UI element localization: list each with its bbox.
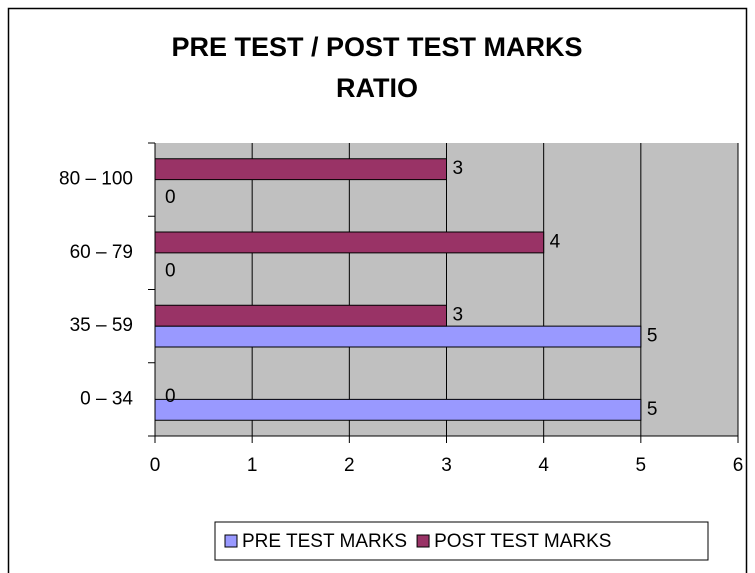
- data-label: 3: [453, 158, 464, 179]
- bar: [154, 325, 642, 348]
- bar: [154, 304, 447, 327]
- chart-border: [7, 7, 748, 573]
- data-label: 5: [647, 326, 658, 347]
- data-label: 4: [550, 231, 561, 252]
- chart-title: PRE TEST / POST TEST MARKS RATIO: [171, 32, 583, 103]
- legend-label: PRE TEST MARKS: [242, 531, 407, 552]
- y-tick-label: 80 – 100: [59, 169, 133, 190]
- y-tick-label: 0 – 34: [80, 388, 133, 409]
- x-tick-label: 2: [344, 455, 355, 476]
- legend-swatch: [224, 534, 238, 548]
- data-label: 0: [165, 386, 176, 407]
- x-tick-label: 5: [636, 455, 647, 476]
- data-label: 0: [165, 260, 176, 281]
- x-tick-label: 4: [538, 455, 549, 476]
- x-tick-label: 6: [733, 455, 744, 476]
- bar: [154, 398, 642, 421]
- data-label: 3: [453, 305, 464, 326]
- x-tick-label: 0: [150, 455, 161, 476]
- y-tick-label: 35 – 59: [70, 315, 133, 336]
- data-label: 0: [165, 187, 176, 208]
- y-tick-label: 60 – 79: [70, 242, 133, 263]
- bar: [154, 158, 447, 181]
- bar: [154, 231, 545, 254]
- legend-label: POST TEST MARKS: [434, 531, 611, 552]
- legend-swatch: [416, 534, 430, 548]
- x-tick-label: 3: [441, 455, 452, 476]
- x-tick-label: 1: [247, 455, 258, 476]
- legend-box: [214, 521, 709, 561]
- data-label: 5: [647, 399, 658, 420]
